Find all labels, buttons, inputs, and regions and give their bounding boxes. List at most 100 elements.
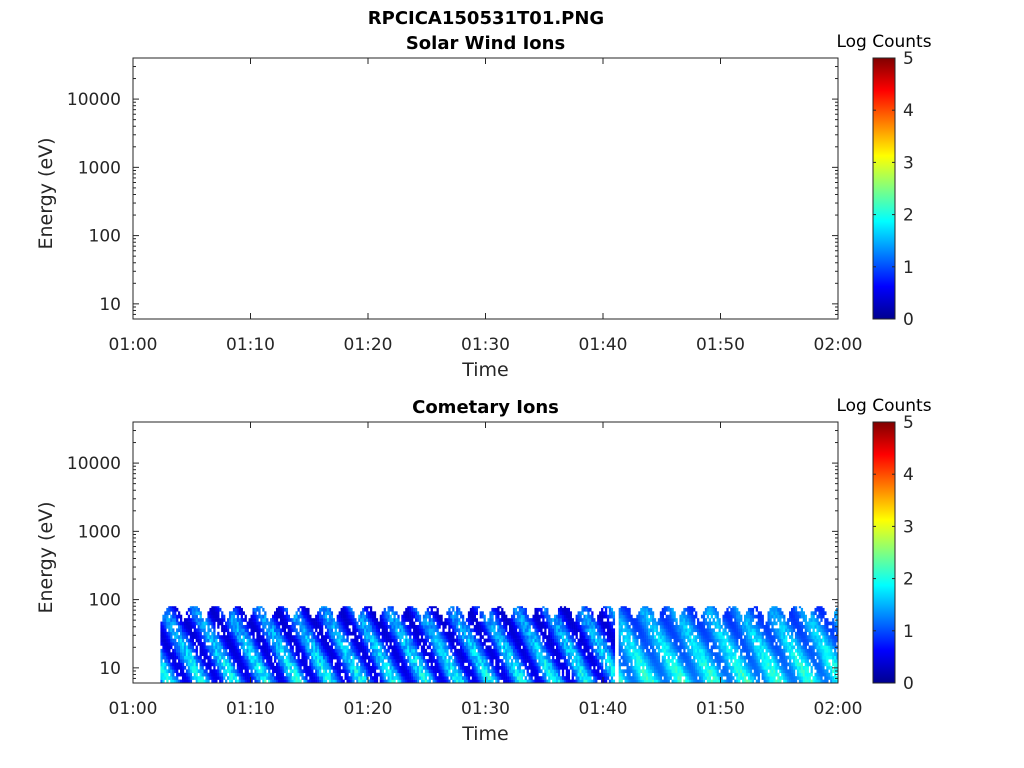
spectrogram-cell <box>191 676 195 680</box>
spectrogram-cell <box>299 628 302 633</box>
spectrogram-cell <box>305 662 308 667</box>
spectrogram-cell <box>270 676 273 680</box>
spectrogram-cell <box>583 662 586 667</box>
spectrogram-cell <box>651 628 655 633</box>
spectrogram-cell <box>477 659 480 663</box>
spectrogram-cell <box>462 618 465 622</box>
spectrogram-cell <box>368 631 371 636</box>
spectrogram-cell <box>368 635 371 639</box>
spectrogram-cell <box>493 655 496 660</box>
spectrogram-cell <box>567 648 571 653</box>
spectrogram-cell <box>618 669 621 674</box>
spectrogram-cell <box>430 624 433 629</box>
spectrogram-cell <box>228 662 232 667</box>
spectrogram-cell <box>223 665 226 670</box>
spectrogram-cell <box>258 631 261 636</box>
spectrogram-cell <box>651 611 655 616</box>
spectrogram-cell <box>599 642 602 646</box>
spectrogram-cell <box>326 624 330 629</box>
spectrogram-cell <box>426 638 430 643</box>
spectrogram-cell <box>260 606 263 609</box>
spectrogram-cell <box>503 628 506 633</box>
spectrogram-cell <box>358 665 361 670</box>
spectrogram-cell <box>650 607 653 612</box>
spectrogram-cell <box>215 606 218 609</box>
spectrogram-cell <box>264 652 267 656</box>
spectrogram-cell <box>663 676 666 680</box>
spectrogram-cell <box>334 648 337 653</box>
spectrogram-cell <box>450 618 453 622</box>
spectrogram-cell <box>236 662 240 667</box>
spectrogram-cell <box>387 655 390 660</box>
spectrogram-cell <box>391 624 394 629</box>
spectrogram-cell <box>634 655 637 660</box>
spectrogram-cell <box>383 662 386 667</box>
spectrogram-cell <box>442 665 445 670</box>
spectrogram-cell <box>644 638 647 643</box>
spectrogram-cell <box>258 676 261 680</box>
spectrogram-cell <box>205 662 208 667</box>
spectrogram-cell <box>166 624 169 629</box>
spectrogram-cell <box>510 679 514 684</box>
colorbar-label: Log Counts <box>836 32 931 52</box>
spectrogram-cell <box>334 642 337 646</box>
spectrogram-cell <box>238 659 242 663</box>
spectrogram-cell <box>405 628 408 633</box>
spectrogram-cell <box>571 621 574 626</box>
spectrogram-cell <box>250 628 253 633</box>
spectrogram-cell <box>642 676 645 680</box>
spectrogram-cell <box>644 659 647 663</box>
spectrogram-cell <box>354 628 357 633</box>
spectrogram-cell <box>244 662 247 667</box>
spectrogram-cell <box>211 621 214 626</box>
spectrogram-cell <box>315 662 318 667</box>
spectrogram-cell <box>234 669 238 674</box>
spectrogram-cell <box>599 662 602 667</box>
spectrogram-cell <box>321 659 324 663</box>
spectrogram-cell <box>324 607 328 612</box>
spectrogram-cell <box>172 669 175 674</box>
spectrogram-cell <box>391 676 394 680</box>
spectrogram-cell <box>626 652 629 656</box>
spectrogram-cell <box>254 611 257 616</box>
spectrogram-cell <box>542 621 545 626</box>
spectrogram-cell <box>595 676 598 680</box>
spectrogram-cell <box>295 642 298 646</box>
spectrogram-cell <box>540 645 543 650</box>
spectrogram-cell <box>456 611 459 616</box>
spectrogram-cell <box>366 655 369 660</box>
spectrogram-cell <box>420 624 424 629</box>
spectrogram-cell <box>542 665 545 670</box>
spectrogram-cell <box>591 672 594 677</box>
spectrogram-cell <box>636 672 639 677</box>
spectrogram-cell <box>379 618 383 622</box>
spectrogram-cell <box>371 638 375 643</box>
spectrogram-cell <box>491 624 494 629</box>
spectrogram-cell <box>295 628 298 633</box>
spectrogram-cell <box>246 669 249 674</box>
spectrogram-cell <box>221 655 224 660</box>
spectrogram-cell <box>305 621 308 626</box>
spectrogram-cell <box>338 631 341 636</box>
spectrogram-cell <box>450 655 453 660</box>
spectrogram-cell <box>650 635 653 639</box>
spectrogram-cell <box>503 642 506 646</box>
spectrogram-cell <box>503 621 506 626</box>
spectrogram-cell <box>413 648 416 653</box>
spectrogram-cell <box>514 624 518 629</box>
spectrogram-cell <box>256 628 259 633</box>
spectrogram-cell <box>305 669 308 674</box>
spectrogram-cell <box>567 611 571 616</box>
spectrogram-cell <box>428 679 431 684</box>
spectrogram-cell <box>205 621 208 626</box>
spectrogram-cell <box>579 631 582 636</box>
spectrogram-cell <box>557 645 561 650</box>
spectrogram-cell <box>291 662 294 667</box>
spectrogram-cell <box>236 648 240 653</box>
spectrogram-cell <box>579 659 582 663</box>
spectrogram-cell <box>518 614 522 619</box>
spectrogram-cell <box>360 655 363 660</box>
spectrogram-cell <box>373 631 377 636</box>
spectrogram-cell <box>436 648 439 653</box>
spectrogram-cell <box>393 642 396 646</box>
